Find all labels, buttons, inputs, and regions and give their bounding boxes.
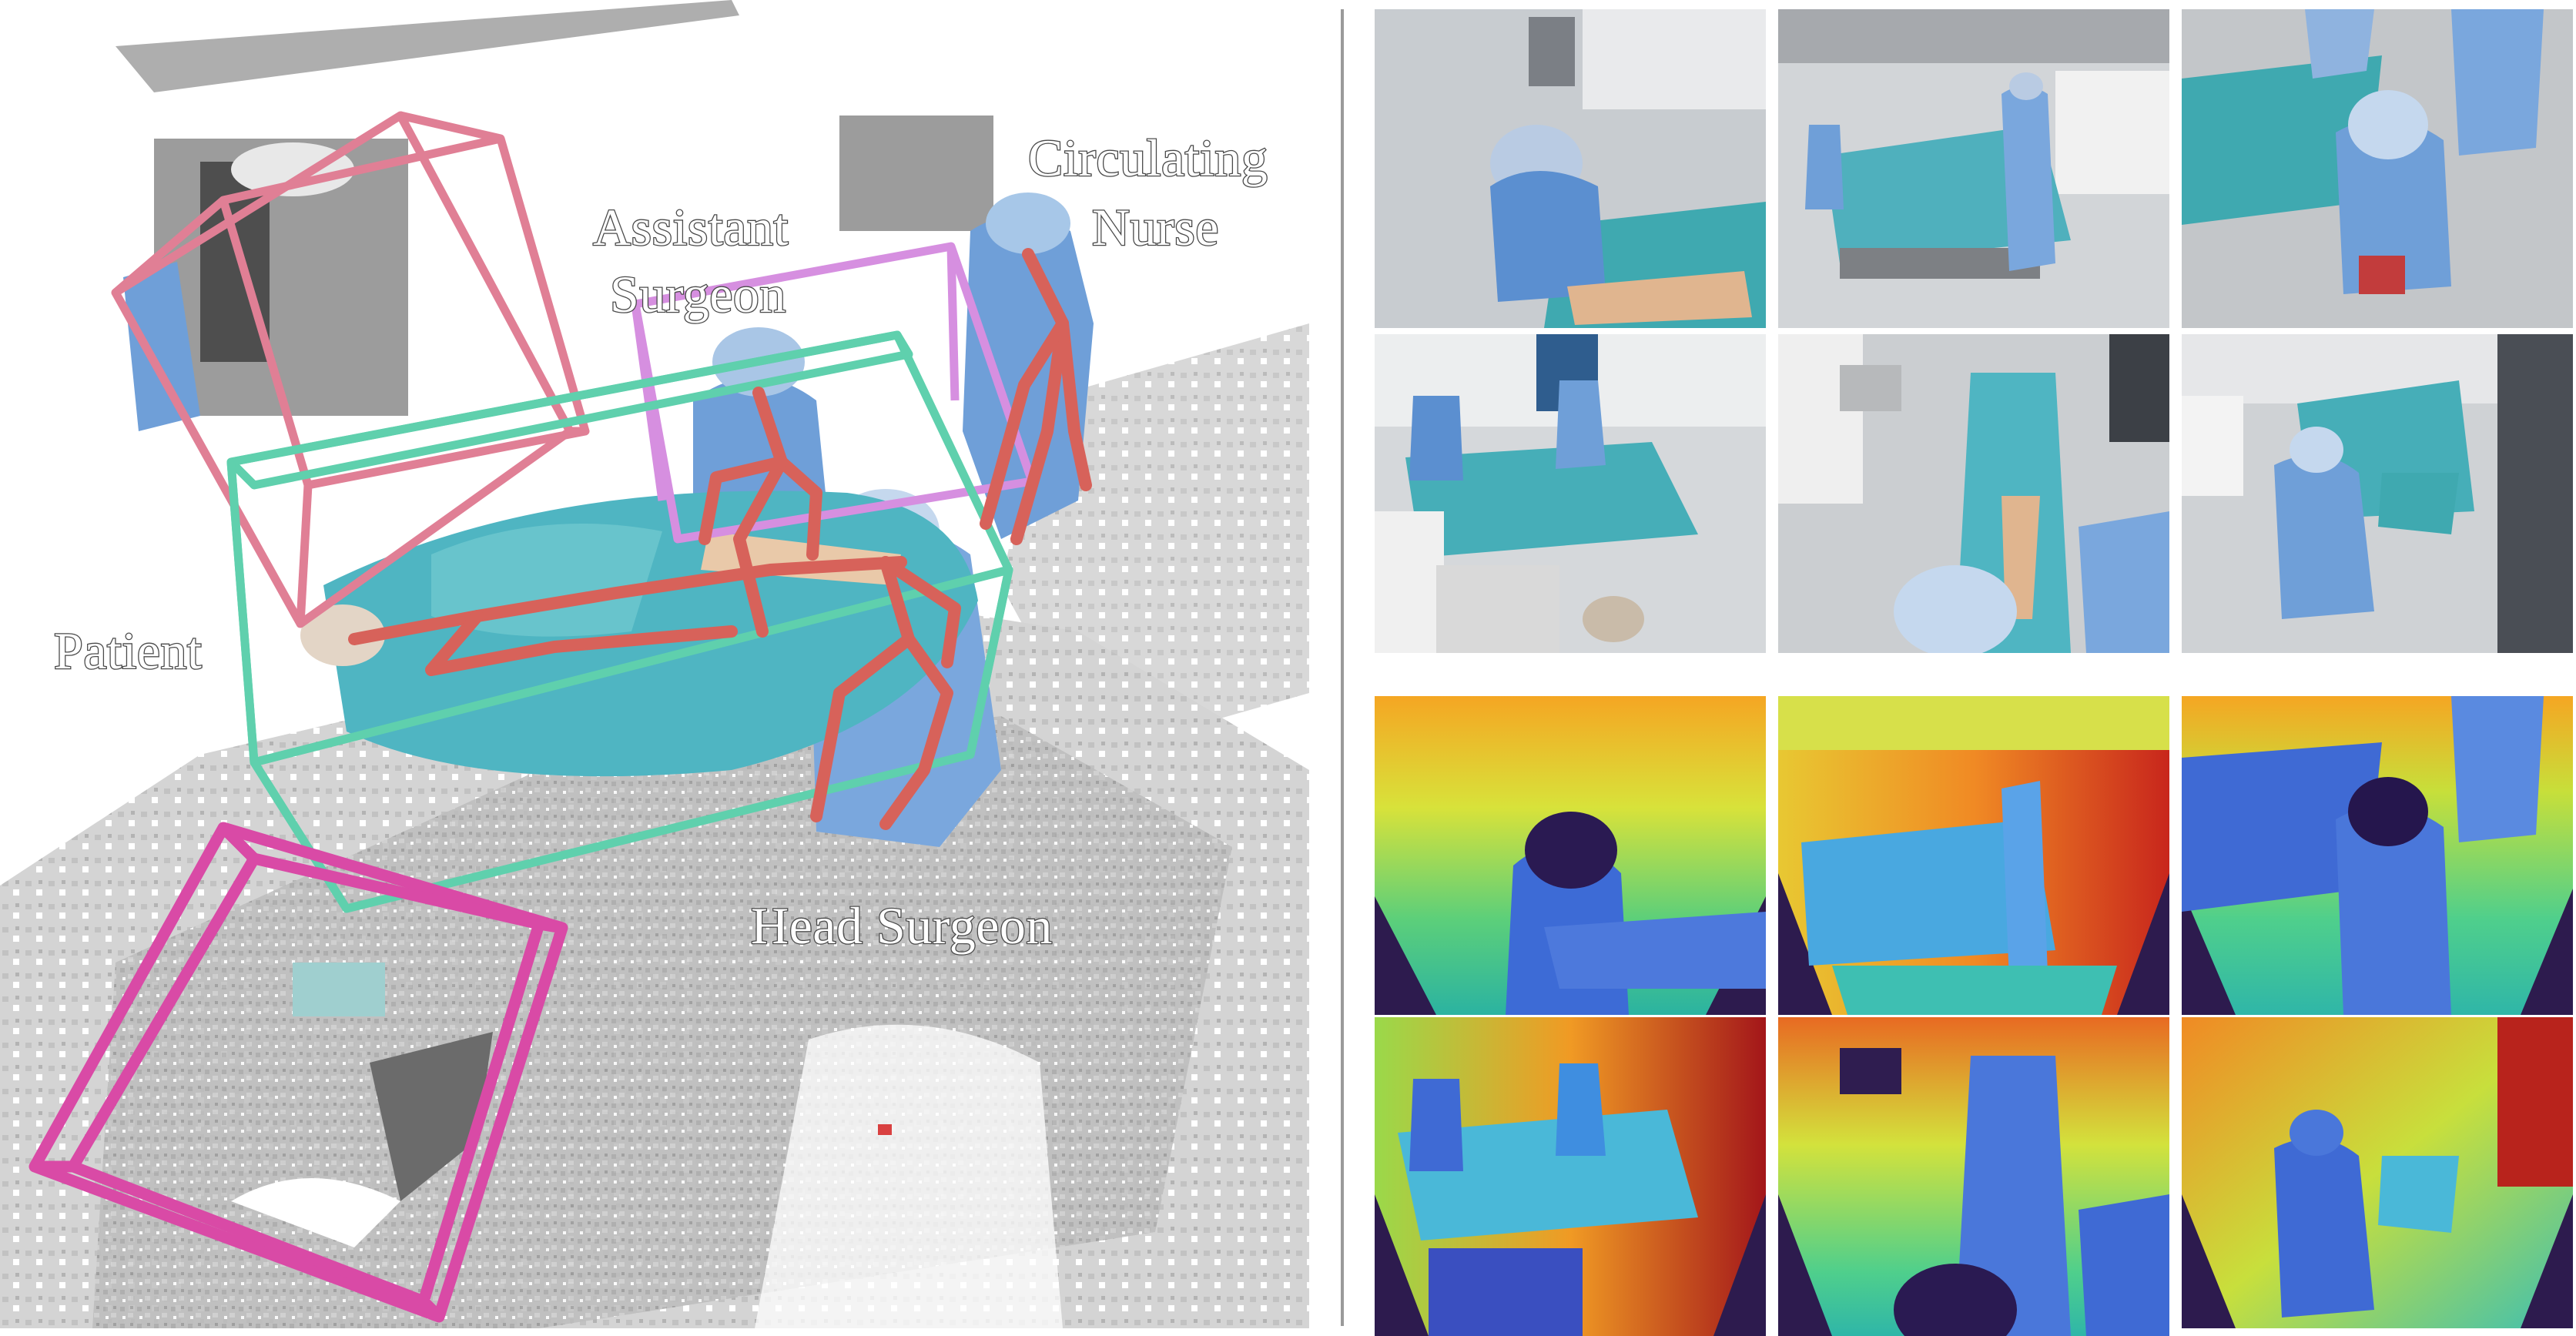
label-circulating-nurse-2: Nurse — [1092, 198, 1219, 256]
depth-view-1 — [1375, 696, 1766, 1015]
label-assistant-surgeon-1: Assistant — [593, 198, 789, 256]
skeletons — [348, 248, 1092, 830]
label-head-surgeon: Head Surgeon — [751, 896, 1053, 955]
rgb-view-3 — [2182, 9, 2573, 328]
bbox-trolley-magenta — [28, 822, 568, 1323]
label-patient: Patient — [54, 621, 202, 680]
rgb-view-4 — [1375, 334, 1766, 653]
rgb-view-6 — [2182, 334, 2573, 653]
depth-view-5 — [1778, 1017, 2169, 1336]
rgb-view-1 — [1375, 9, 1766, 328]
point-cloud-scene: Assistant Surgeon Circulating Nurse Pati… — [0, 0, 1309, 1328]
vertical-divider — [1341, 9, 1344, 1326]
equipment-cloud — [154, 116, 993, 1201]
depth-view-4 — [1375, 1017, 1766, 1336]
depth-view-3 — [2182, 696, 2573, 1015]
rgb-view-5 — [1778, 334, 2169, 653]
depth-view-2 — [1778, 696, 2169, 1015]
label-circulating-nurse-1: Circulating — [1028, 129, 1268, 187]
depth-view-6 — [2182, 1017, 2573, 1328]
point-cloud-svg: Assistant Surgeon Circulating Nurse Pati… — [0, 0, 1309, 1328]
rgb-view-2 — [1778, 9, 2169, 328]
label-assistant-surgeon-2: Surgeon — [610, 265, 786, 323]
